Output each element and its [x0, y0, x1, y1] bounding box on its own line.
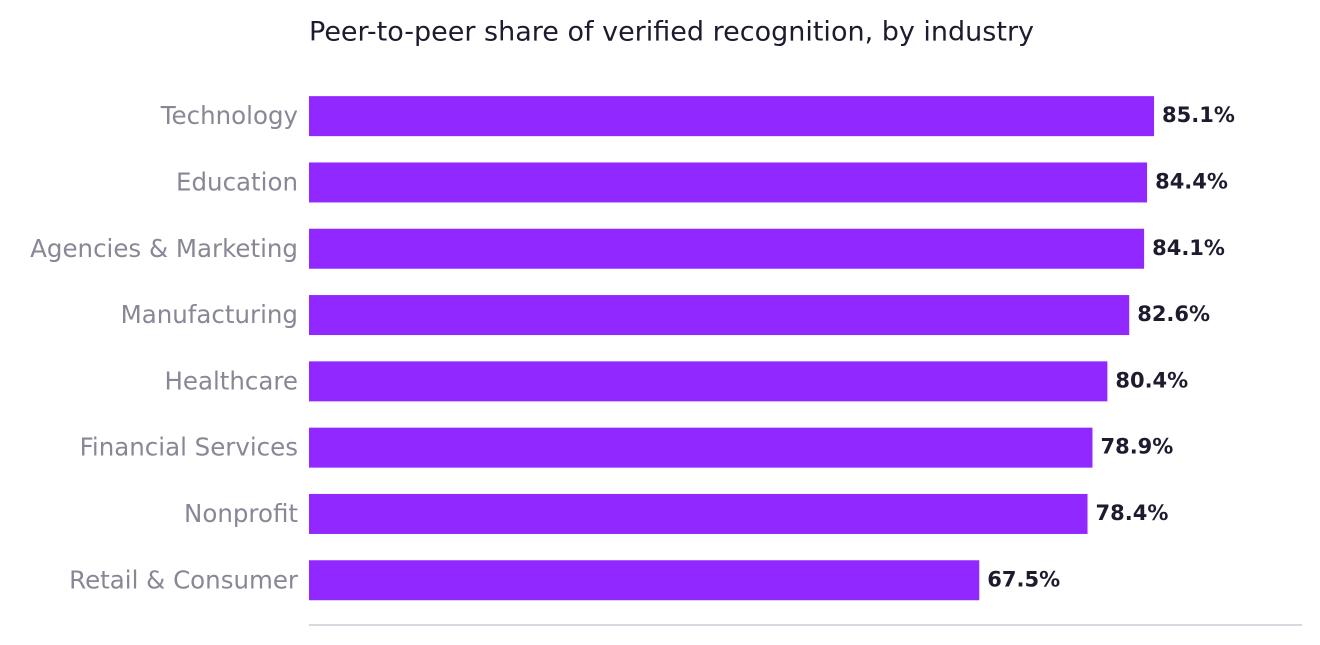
value-label: 80.4% — [1115, 368, 1188, 392]
value-label: 82.6% — [1137, 302, 1210, 326]
y-tick-label: Education — [176, 167, 298, 196]
bar — [309, 361, 1108, 402]
y-tick-label: Nonprofit — [184, 499, 298, 528]
value-label: 78.4% — [1096, 501, 1169, 525]
y-tick-label: Healthcare — [164, 366, 298, 395]
bar — [309, 295, 1130, 336]
bar — [309, 560, 980, 601]
value-label: 84.4% — [1155, 169, 1228, 193]
bar — [309, 493, 1088, 534]
value-label: 67.5% — [987, 567, 1060, 591]
bar — [309, 427, 1093, 468]
y-tick-label: Manufacturing — [121, 300, 298, 329]
y-tick-label: Technology — [160, 101, 298, 130]
y-tick-label: Agencies & Marketing — [30, 234, 298, 263]
value-label: 78.9% — [1100, 435, 1173, 459]
y-tick-label: Financial Services — [80, 433, 298, 462]
value-label: 84.1% — [1152, 236, 1225, 260]
value-label: 85.1% — [1162, 103, 1235, 127]
y-tick-label: Retail & Consumer — [69, 565, 299, 594]
bar — [309, 228, 1145, 269]
bar — [309, 162, 1148, 203]
bar — [309, 96, 1155, 137]
chart-title: Peer-to-peer share of verified recogniti… — [309, 17, 1034, 48]
